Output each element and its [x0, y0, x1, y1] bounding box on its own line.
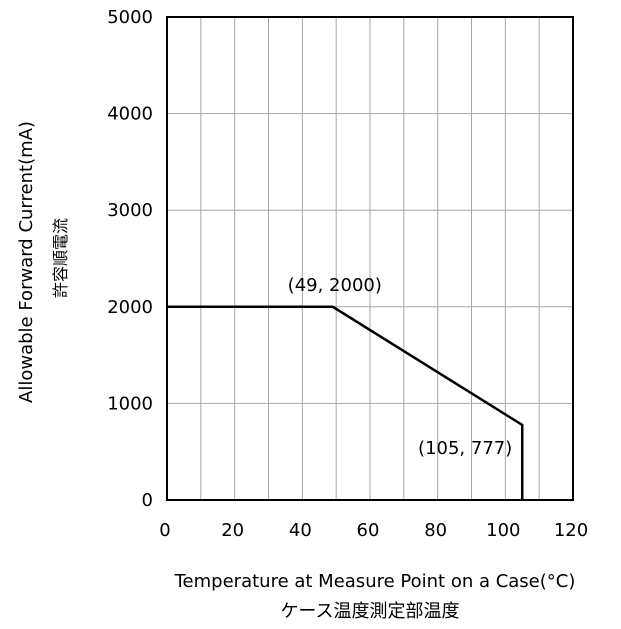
y-tick-label: 0 — [142, 490, 153, 511]
x-tick-label: 20 — [221, 520, 244, 541]
y-tick-label: 1000 — [107, 393, 153, 414]
x-tick-labels: 0 20 40 60 80 100 120 — [159, 520, 588, 541]
x-tick-label: 120 — [554, 520, 588, 541]
y-axis-title: Allowable Forward Current(mA) — [16, 121, 37, 403]
data-annotations: (49, 2000) (105, 777) — [288, 275, 513, 459]
grid-lines — [167, 17, 573, 500]
x-tick-label: 80 — [424, 520, 447, 541]
x-tick-label: 60 — [357, 520, 380, 541]
y-axis-subtitle: 許容順電流 — [51, 218, 70, 298]
x-tick-label: 0 — [159, 520, 170, 541]
x-tick-label: 100 — [486, 520, 520, 541]
y-tick-label: 2000 — [107, 297, 153, 318]
y-tick-label: 5000 — [107, 7, 153, 28]
y-tick-label: 3000 — [107, 200, 153, 221]
x-tick-label: 40 — [289, 520, 312, 541]
x-axis-title: Temperature at Measure Point on a Case(°… — [174, 571, 576, 592]
annotation-label: (49, 2000) — [288, 275, 382, 296]
y-tick-labels: 0 1000 2000 3000 4000 5000 — [107, 7, 153, 511]
series-line — [167, 305, 524, 500]
plot-frame — [166, 16, 574, 501]
y-tick-label: 4000 — [107, 104, 153, 125]
x-axis-subtitle: ケース温度測定部温度 — [280, 601, 459, 622]
annotation-label: (105, 777) — [418, 438, 512, 459]
